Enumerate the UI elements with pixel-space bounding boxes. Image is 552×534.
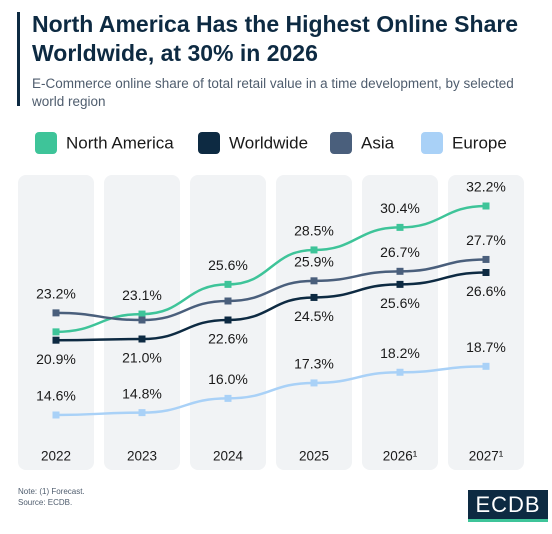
point-marker (224, 297, 232, 305)
point-marker (310, 277, 318, 285)
point-marker (310, 293, 318, 301)
notes: Note: (1) Forecast. Source: ECDB. (18, 486, 85, 508)
value-label: 28.5% (294, 223, 334, 239)
point-marker (396, 368, 404, 376)
value-label: 14.8% (122, 385, 162, 401)
point-marker (482, 269, 490, 276)
point-marker (138, 409, 146, 417)
value-label: 25.6% (380, 295, 420, 311)
value-label: 16.0% (208, 371, 248, 387)
point-marker (52, 328, 60, 336)
value-label: 25.6% (208, 257, 248, 273)
value-label: 25.9% (294, 254, 334, 270)
legend-label: Asia (361, 133, 395, 152)
legend-label: Europe (452, 133, 507, 152)
value-label: 22.6% (208, 331, 248, 347)
x-tick-label: 2026¹ (383, 449, 418, 464)
series-line (55, 271, 487, 342)
legend-swatch (421, 132, 443, 154)
value-label: 23.1% (122, 287, 162, 303)
point-marker (396, 280, 404, 288)
series-line (55, 204, 487, 334)
column-background (18, 175, 94, 470)
point-marker (396, 223, 404, 231)
note: Note: (1) Forecast. (18, 487, 85, 496)
legend-swatch (330, 132, 352, 154)
value-label: 23.2% (36, 286, 76, 302)
x-tick-label: 2022 (41, 449, 71, 464)
point-marker (482, 362, 490, 370)
value-label: 18.2% (380, 345, 420, 361)
point-marker (224, 280, 232, 288)
chart-subtitle: E-Commerce online share of total retail … (32, 76, 514, 109)
value-label: 21.0% (122, 350, 162, 366)
column-background (448, 175, 524, 470)
point-marker (310, 379, 318, 387)
x-tick-label: 2027¹ (469, 449, 504, 464)
point-marker (138, 335, 146, 343)
legend-label: Worldwide (229, 133, 308, 152)
value-label: 30.4% (380, 200, 420, 216)
value-label: 26.6% (466, 283, 506, 299)
value-label: 24.5% (294, 308, 334, 324)
logo: ECDB (468, 490, 548, 522)
point-marker (224, 394, 232, 402)
title-bar (17, 12, 20, 106)
value-label: 26.7% (380, 244, 420, 260)
value-label: 20.9% (36, 351, 76, 367)
value-label: 14.6% (36, 388, 76, 404)
legend-label: North America (66, 133, 174, 152)
series-line (55, 365, 487, 417)
value-label: 18.7% (466, 339, 506, 355)
value-label: 27.7% (466, 232, 506, 248)
point-marker (224, 316, 232, 324)
point-marker (52, 336, 60, 344)
value-label: 17.3% (294, 356, 334, 372)
legend-swatch (198, 132, 220, 154)
point-marker (482, 255, 490, 263)
point-marker (138, 316, 146, 324)
x-tick-label: 2025 (299, 449, 329, 464)
point-marker (310, 246, 318, 254)
x-tick-label: 2023 (127, 449, 157, 464)
column-background (362, 175, 438, 470)
point-marker (396, 267, 404, 275)
chart-title: North America Has the Highest Online Sha… (32, 11, 519, 66)
point-marker (52, 309, 60, 317)
point-marker (138, 310, 146, 318)
source: Source: ECDB. (18, 498, 73, 507)
x-tick-label: 2024 (213, 449, 244, 464)
series-line (55, 258, 487, 322)
legend-swatch (35, 132, 57, 154)
value-label: 32.2% (466, 179, 506, 195)
point-marker (482, 202, 490, 210)
point-marker (52, 411, 60, 419)
